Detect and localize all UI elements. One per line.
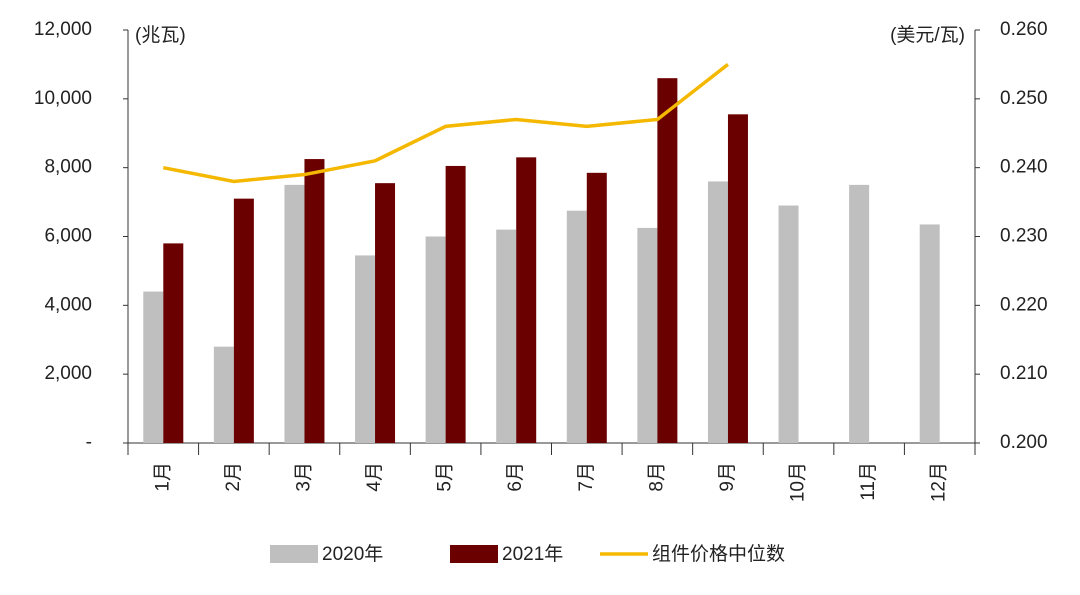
- y2-tick-label: 0.200: [1000, 432, 1048, 453]
- bar: [375, 183, 396, 443]
- bar: [496, 229, 517, 443]
- x-tick-label: 11月: [858, 462, 879, 501]
- x-tick-label: 3月: [293, 462, 314, 492]
- x-tick-label: 4月: [364, 462, 385, 492]
- y-tick-label: 2,000: [44, 363, 92, 384]
- bar: [445, 165, 466, 443]
- y2-tick-label: 0.210: [1000, 363, 1048, 384]
- y2-tick-label: 0.240: [1000, 157, 1048, 178]
- x-tick-label: 12月: [929, 462, 950, 502]
- y2-tick-label: 0.220: [1000, 294, 1048, 315]
- y2-tick-label: 0.230: [1000, 226, 1048, 247]
- bar: [213, 346, 234, 443]
- x-tick-label: 10月: [788, 462, 809, 502]
- bar: [516, 157, 537, 443]
- x-tick-label: 1月: [152, 462, 173, 492]
- y-tick-label: 12,000: [34, 19, 92, 40]
- x-tick-label: 9月: [717, 462, 738, 492]
- y-tick-label: 8,000: [44, 157, 92, 178]
- bar: [657, 78, 678, 443]
- x-tick-label: 6月: [505, 462, 526, 492]
- bar: [849, 184, 870, 443]
- legend-label: 2021年: [502, 543, 563, 565]
- bar: [355, 255, 376, 443]
- bar: [778, 205, 799, 443]
- bar: [727, 114, 748, 443]
- y2-tick-label: 0.250: [1000, 88, 1048, 109]
- bar: [919, 224, 940, 443]
- bar: [143, 291, 164, 443]
- x-tick-label: 7月: [576, 462, 597, 492]
- y-tick-label: -: [86, 432, 92, 453]
- bar: [707, 181, 728, 443]
- legend-label: 组件价格中位数: [652, 543, 785, 565]
- y-axis-label: (兆瓦): [135, 24, 186, 46]
- y-tick-label: 6,000: [44, 226, 92, 247]
- x-tick-label: 2月: [223, 462, 244, 492]
- x-tick-label: 5月: [435, 462, 456, 492]
- legend-label: 2020年: [322, 543, 383, 565]
- legend-swatch: [270, 545, 318, 563]
- y-tick-label: 4,000: [44, 294, 92, 315]
- y-tick-label: 10,000: [34, 88, 92, 109]
- bar: [284, 184, 305, 443]
- bar: [304, 159, 325, 443]
- legend-swatch: [450, 545, 498, 563]
- bar: [586, 172, 607, 443]
- bar: [425, 236, 446, 443]
- line: [162, 63, 730, 184]
- bar: [163, 243, 184, 443]
- bar: [566, 210, 587, 443]
- y2-tick-label: 0.260: [1000, 19, 1048, 40]
- bar: [233, 198, 254, 443]
- bar: [637, 227, 658, 443]
- x-tick-label: 8月: [646, 462, 667, 492]
- y2-axis-label: (美元/瓦): [890, 24, 965, 46]
